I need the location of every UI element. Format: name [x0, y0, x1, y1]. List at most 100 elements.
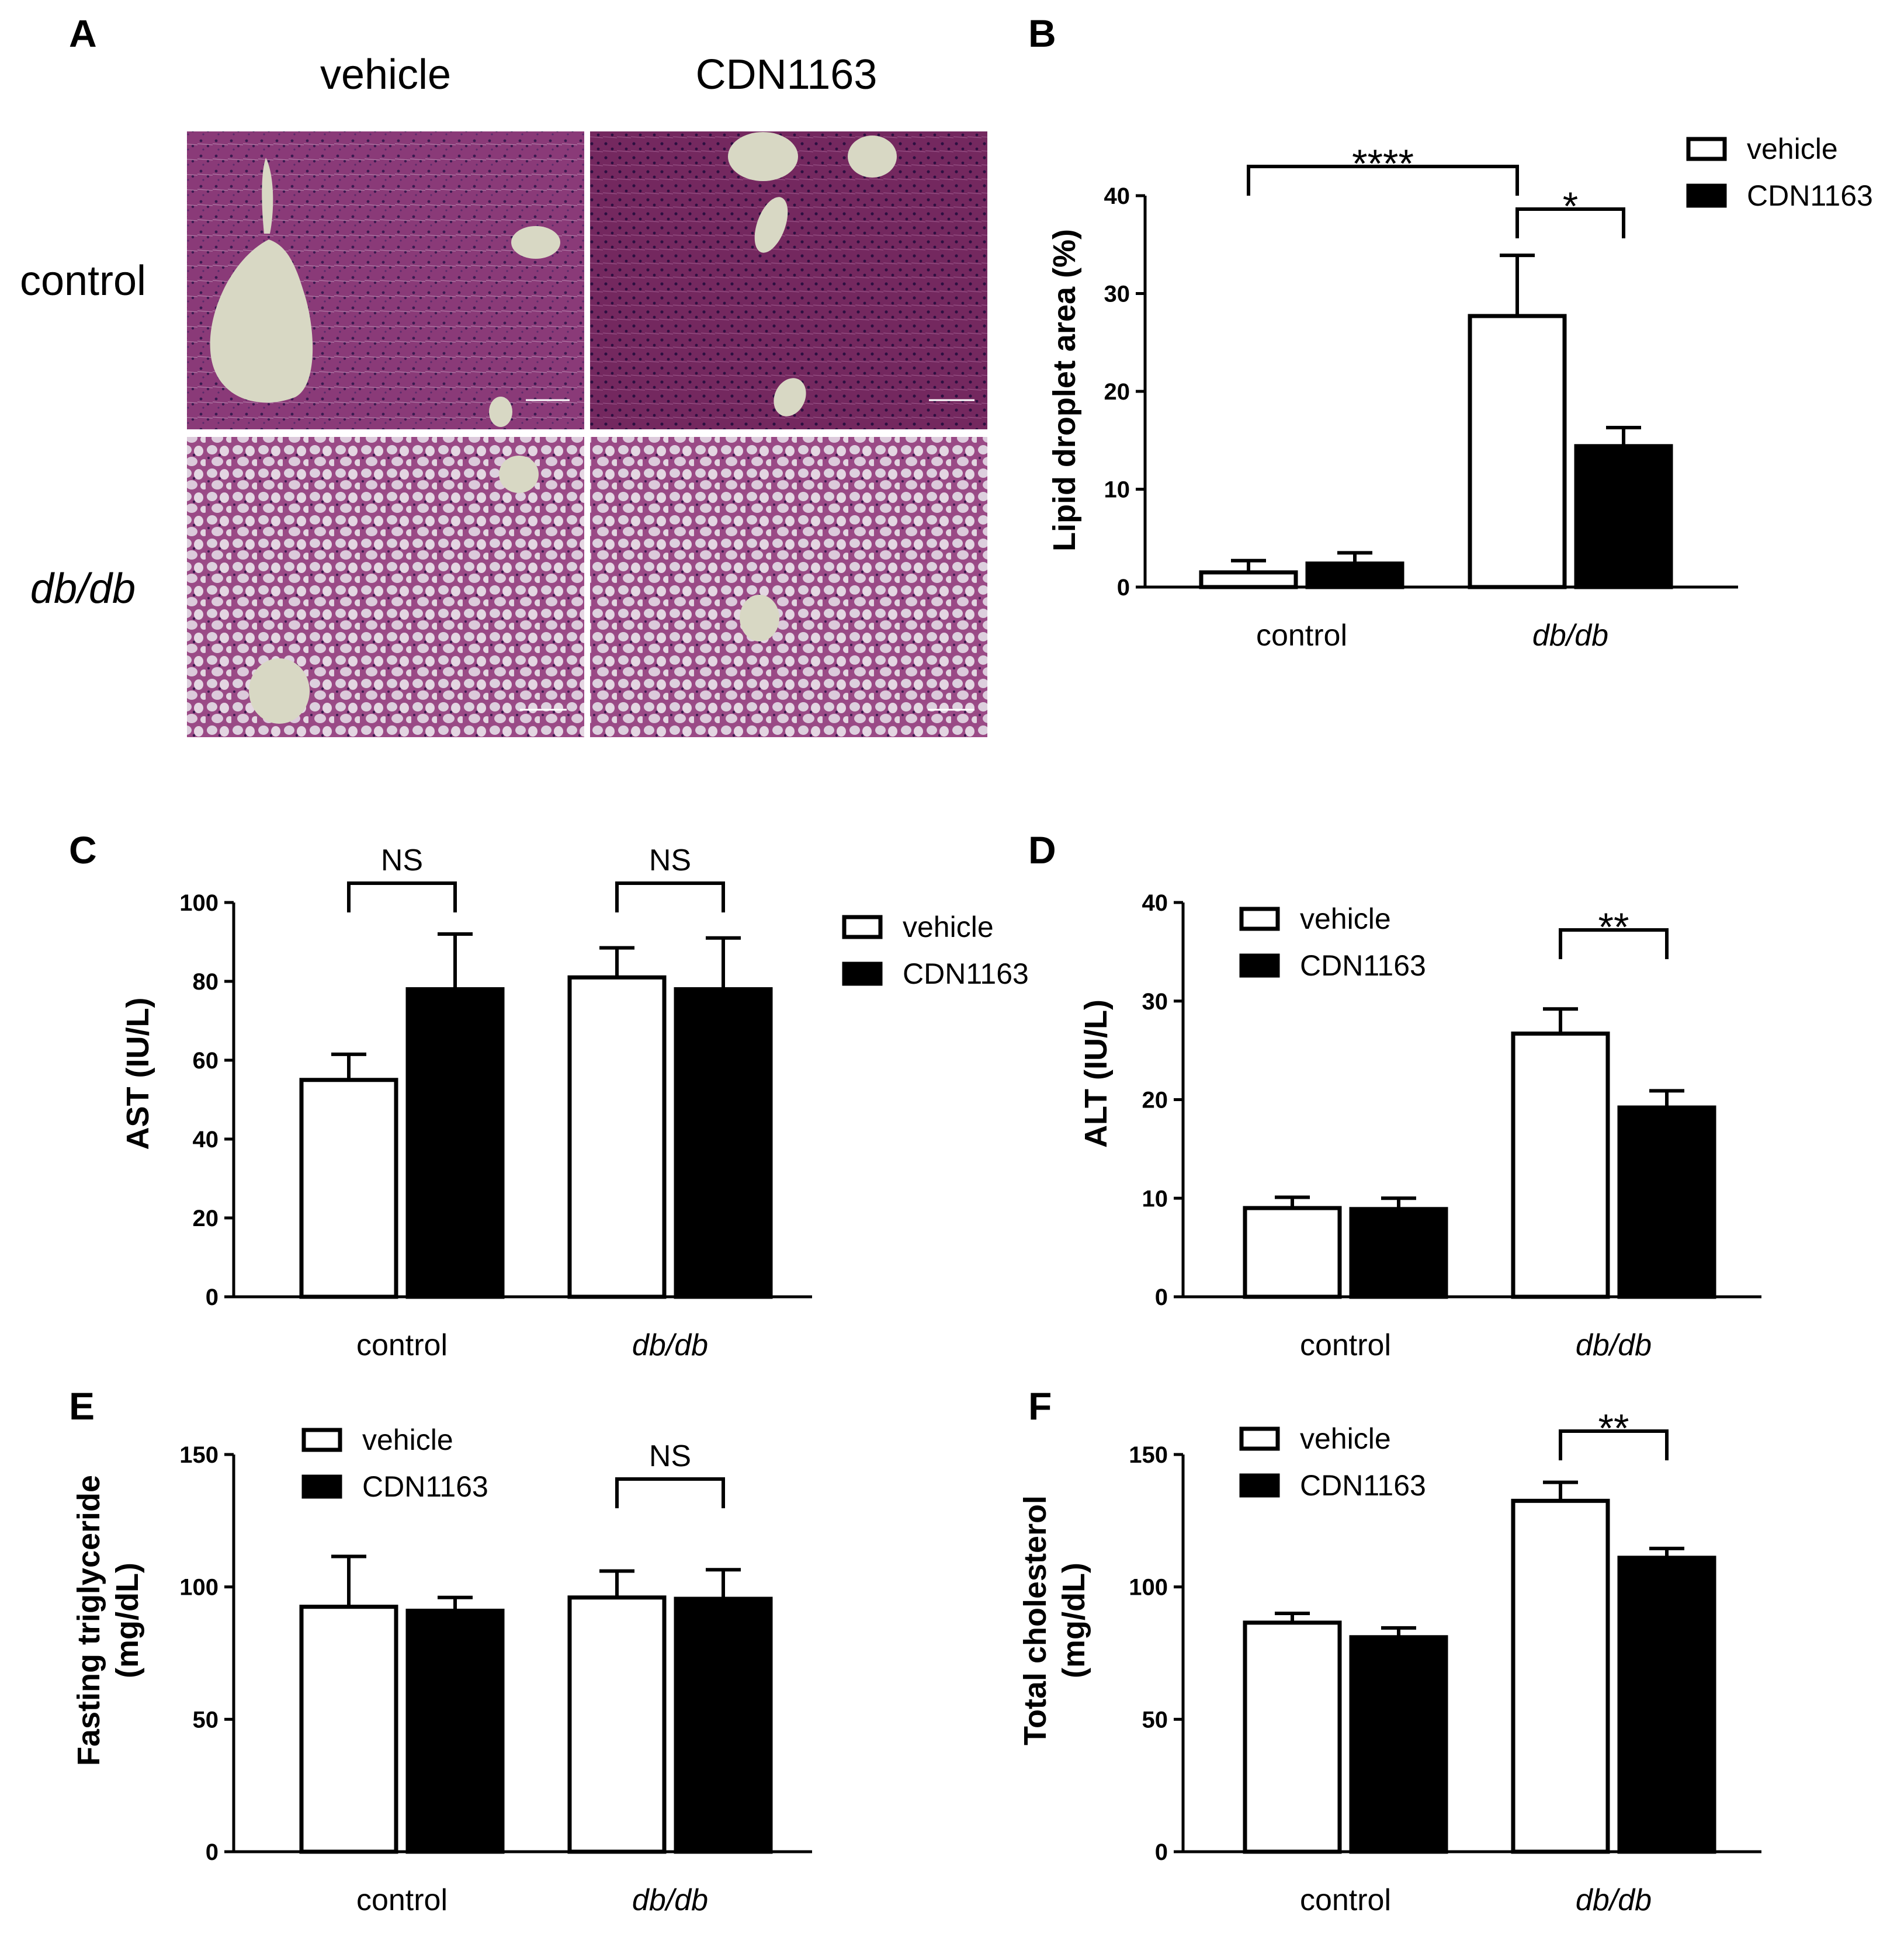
vessel	[499, 456, 539, 493]
vessel	[740, 595, 779, 641]
chart-d-bar-dbdb-vehicle	[1511, 1031, 1610, 1299]
chart-e-error-bar	[706, 1568, 741, 1599]
chart-f-error-bar	[1275, 1612, 1310, 1623]
chart-f-error-bar	[1649, 1546, 1684, 1558]
chart-e-bar-dbdb-cdn1163	[674, 1596, 773, 1854]
chart-f-bar-dbdb-cdn1163	[1617, 1556, 1716, 1854]
chart-c-ytick-label: 60	[193, 1048, 219, 1074]
chart-d-ylabel: ALT (IU/L)	[1078, 999, 1114, 1148]
chart-d-error-bar	[1381, 1196, 1416, 1209]
chart-f-legend-label: vehicle	[1300, 1422, 1391, 1455]
chart-d-bar-dbdb-cdn1163	[1617, 1105, 1716, 1299]
vessel	[754, 197, 788, 253]
chart-b-error-bar	[1606, 425, 1641, 446]
chart-b-category-label: db/db	[1532, 619, 1608, 652]
chart-b-error-bar	[1337, 551, 1372, 564]
chart-d-significance-bracket: **	[1559, 905, 1669, 959]
chart-f-legend-item-vehicle: vehicle	[1239, 1422, 1391, 1455]
chart-c-category-label: db/db	[632, 1328, 708, 1362]
panel-a: A vehicle CDN1163 control db/db	[20, 12, 987, 737]
chart-f-ytick-label: 0	[1155, 1839, 1168, 1865]
column-header-cdn1163: CDN1163	[696, 51, 878, 98]
chart-c-ytick-label: 100	[179, 890, 219, 916]
chart-e-significance-bracket: NS	[615, 1439, 725, 1508]
chart-b-legend-label: vehicle	[1747, 133, 1838, 165]
central-vein	[210, 239, 313, 403]
chart-e-legend-swatch	[301, 1474, 342, 1499]
chart-e-ytick-label: 150	[179, 1442, 219, 1468]
chart-b-letter: B	[1028, 12, 1056, 55]
chart-c-bar-dbdb-cdn1163	[674, 987, 773, 1299]
chart-e-legend-label: CDN1163	[362, 1470, 488, 1503]
chart-b-significance-label: ****	[1352, 141, 1414, 186]
chart-d-legend: vehicle CDN1163	[1239, 902, 1426, 982]
chart-e-ytick-label: 0	[206, 1839, 219, 1865]
chart-f-ytick-label: 50	[1142, 1707, 1168, 1733]
chart-d-legend-swatch	[1239, 953, 1280, 978]
chart-f-significance: **	[1559, 1406, 1669, 1460]
chart-d-axes: 0 10 20 30 40 control db/db	[1142, 890, 1761, 1362]
chart-e-category-label: db/db	[632, 1883, 708, 1917]
chart-c-significance-bracket: NS	[347, 843, 457, 912]
chart-b-bar-control-vehicle	[1199, 570, 1298, 589]
chart-b-legend-label: CDN1163	[1747, 179, 1873, 212]
chart-d-legend-item-vehicle: vehicle	[1239, 902, 1391, 935]
chart-b-legend: vehicle CDN1163	[1686, 133, 1873, 212]
chart-c-ytick-label: 80	[193, 969, 219, 995]
chart-e-legend-item-vehicle: vehicle	[301, 1424, 453, 1456]
chart-d-ytick-label: 30	[1142, 989, 1168, 1015]
chart-f-legend: vehicle CDN1163	[1239, 1422, 1426, 1502]
micrograph-dbdb-vehicle	[187, 437, 584, 737]
chart-e-axes: 0 50 100 150 control db/db	[179, 1442, 812, 1917]
chart-d: D 0 10 20 30 40 control db/db ALT (IU/L) ** ve…	[1028, 828, 1761, 1362]
chart-b-legend-swatch	[1686, 137, 1727, 161]
chart-b-axes: 0 10 20 30 40 control db/db	[1104, 183, 1738, 652]
chart-c-ytick-label: 20	[193, 1206, 219, 1231]
chart-d-ytick-label: 40	[1142, 890, 1168, 916]
chart-e-legend-item-cdn1163: CDN1163	[301, 1470, 488, 1503]
chart-b-ytick-label: 40	[1104, 183, 1130, 209]
chart-c-legend-label: CDN1163	[903, 957, 1029, 990]
chart-e-legend-label: vehicle	[362, 1424, 453, 1456]
chart-c-legend-swatch	[842, 915, 883, 939]
chart-b-bar-dbdb-cdn1163	[1574, 444, 1673, 589]
chart-c-significance-label: NS	[649, 843, 691, 877]
chart-e-bars	[299, 1554, 773, 1854]
chart-c-error-bar	[438, 932, 473, 990]
chart-f-error-bar	[1543, 1480, 1578, 1501]
chart-d-category-label: db/db	[1576, 1328, 1652, 1362]
chart-b-significance-bracket: *	[1515, 184, 1625, 238]
chart-f-significance-bracket: **	[1559, 1406, 1669, 1460]
chart-b-ylabel-group: Lipid droplet area (%)	[1047, 229, 1082, 551]
chart-f-bar-control-cdn1163	[1349, 1635, 1448, 1854]
chart-c-legend-label: vehicle	[903, 911, 994, 943]
chart-e-ytick-label: 50	[193, 1707, 219, 1733]
chart-e-error-bar	[331, 1554, 366, 1607]
chart-c-error-bar	[599, 946, 634, 978]
chart-b-significance-label: *	[1563, 184, 1578, 228]
panel-a-letter: A	[69, 12, 97, 55]
chart-c-bars	[299, 932, 773, 1299]
chart-e-letter: E	[69, 1384, 95, 1428]
micrograph-dbdb-cdn1163	[590, 437, 987, 737]
chart-d-error-bar	[1275, 1195, 1310, 1209]
chart-f-ylabel-line2: (mg/dL)	[1056, 1563, 1091, 1678]
chart-d-letter: D	[1028, 828, 1056, 872]
vessel	[728, 132, 798, 181]
chart-b-significance-bracket: ****	[1247, 141, 1519, 196]
chart-b-error-bar	[1231, 558, 1266, 572]
vessel	[489, 397, 512, 427]
chart-d-error-bar	[1543, 1007, 1578, 1034]
chart-c: C 0 20 40 60 80 100 control db/db AST (IU/L) NS…	[69, 828, 1029, 1362]
chart-f-ylabel-line1: Total cholesterol	[1018, 1495, 1053, 1745]
chart-f-category-label: control	[1300, 1883, 1391, 1917]
chart-f-ytick-label: 100	[1129, 1575, 1168, 1601]
chart-b-legend-swatch	[1686, 183, 1727, 208]
chart-f-significance-label: **	[1598, 1406, 1629, 1450]
chart-f-ytick-label: 150	[1129, 1442, 1168, 1468]
chart-b-bar-dbdb-vehicle	[1468, 314, 1567, 589]
chart-d-ylabel-group: ALT (IU/L)	[1078, 999, 1114, 1148]
chart-e-ylabel-line2: (mg/dL)	[110, 1563, 145, 1678]
vessel	[774, 378, 806, 416]
chart-c-ytick-label: 40	[193, 1127, 219, 1153]
